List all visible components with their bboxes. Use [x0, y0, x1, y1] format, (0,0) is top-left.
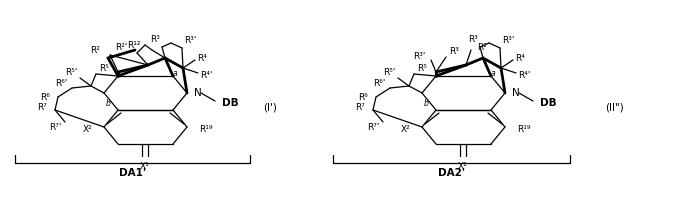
Text: R¹⁹: R¹⁹: [517, 125, 530, 134]
Text: DA1': DA1': [119, 168, 146, 178]
Text: R⁶: R⁶: [358, 92, 368, 101]
Text: a: a: [491, 68, 496, 77]
Text: R⁵: R⁵: [99, 64, 109, 73]
Text: DB: DB: [222, 98, 239, 108]
Text: DA2': DA2': [438, 168, 465, 178]
Text: R²: R²: [477, 42, 487, 51]
Text: (I'): (I'): [263, 103, 277, 113]
Text: DB: DB: [540, 98, 556, 108]
Text: R⁴': R⁴': [518, 70, 530, 79]
Text: R⁴: R⁴: [515, 53, 525, 62]
Text: R³': R³': [414, 51, 426, 61]
Text: R³: R³: [449, 46, 459, 55]
Text: X²: X²: [400, 125, 410, 134]
Text: N: N: [194, 88, 202, 98]
Text: X¹: X¹: [458, 162, 468, 171]
Text: X¹: X¹: [140, 162, 150, 171]
Text: a: a: [172, 68, 177, 77]
Text: R⁵: R⁵: [417, 64, 427, 73]
Text: N: N: [512, 88, 520, 98]
Text: b: b: [424, 99, 429, 108]
Text: R³': R³': [502, 35, 514, 44]
Text: R⁷': R⁷': [50, 123, 62, 132]
Text: R⁶': R⁶': [373, 79, 385, 88]
Text: R¹⁹: R¹⁹: [199, 125, 212, 134]
Text: R³: R³: [468, 35, 478, 44]
Text: b: b: [105, 99, 110, 108]
Text: R⁷: R⁷: [355, 103, 365, 112]
Text: R⁷': R⁷': [368, 123, 380, 132]
Text: R³': R³': [184, 35, 196, 44]
Text: X²: X²: [82, 125, 92, 134]
Text: R¹²: R¹²: [127, 40, 141, 50]
Text: R⁶: R⁶: [40, 92, 50, 101]
Text: R²': R²': [115, 42, 127, 51]
Text: R⁴: R⁴: [197, 53, 207, 62]
Text: R⁴': R⁴': [200, 70, 212, 79]
Text: (II"): (II"): [606, 103, 625, 113]
Text: R⁶': R⁶': [54, 79, 67, 88]
Text: R⁵': R⁵': [65, 68, 77, 77]
Text: R²: R²: [90, 46, 100, 55]
Text: R⁵': R⁵': [383, 68, 395, 77]
Text: R⁷: R⁷: [37, 103, 47, 112]
Text: R³: R³: [150, 35, 160, 44]
